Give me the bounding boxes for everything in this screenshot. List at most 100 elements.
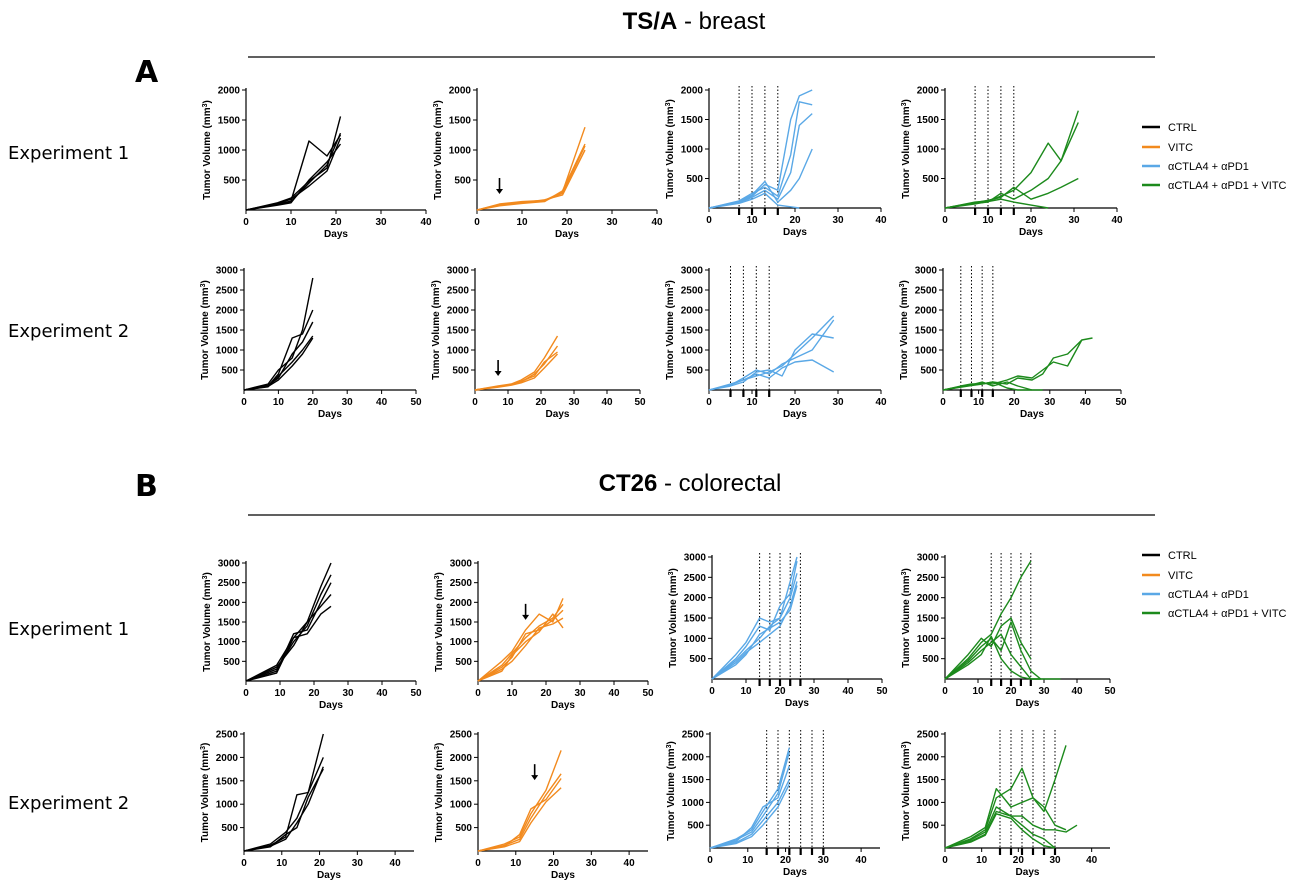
x-tick-label: 10: [976, 855, 988, 866]
y-axis-title: Tumor Volume (mm3): [901, 568, 913, 668]
x-tick-label: 0: [241, 858, 247, 869]
series-line-3: [243, 321, 314, 391]
y-tick-label: 2500: [216, 286, 239, 297]
x-tick-label: 40: [420, 217, 432, 228]
x-axis-title: Days: [1020, 409, 1044, 420]
x-tick-label: 0: [942, 215, 948, 226]
series-line-2: [709, 752, 790, 849]
series-line-3: [708, 333, 834, 391]
x-tick-label: 30: [818, 855, 830, 866]
y-tick-label: 1000: [917, 798, 940, 809]
series-line-3: [944, 806, 1078, 849]
x-tick-label: 10: [273, 397, 285, 408]
x-tick-label: 30: [1038, 686, 1050, 697]
x-tick-label: 10: [285, 217, 297, 228]
y-axis-title-close: ): [434, 572, 445, 575]
series-line-4: [243, 768, 324, 852]
x-tick-label: 40: [601, 397, 613, 408]
series-line-3: [708, 113, 813, 209]
y-tick-label: 1000: [450, 637, 473, 648]
y-tick-label: 500: [221, 366, 238, 377]
x-tick-label: 10: [742, 855, 754, 866]
y-axis-title-close: ): [431, 280, 442, 283]
x-tick-label: 30: [832, 215, 844, 226]
series-line-5: [709, 783, 790, 849]
y-tick-label: 2000: [218, 598, 241, 609]
chart-a-3-actla4-apd1: 500 1000 1500 2000 2500 3000 0 10 20 30 40 Days Tumo…: [665, 266, 887, 421]
y-tick-label: 1500: [450, 776, 473, 787]
y-tick-label: 1000: [218, 637, 241, 648]
series-line-4: [711, 581, 798, 680]
series-line-1: [708, 315, 835, 391]
x-tick-label: 30: [1068, 215, 1080, 226]
y-tick-label: 2500: [915, 286, 938, 297]
x-tick-label: 20: [561, 217, 573, 228]
y-tick-label: 3000: [218, 559, 241, 570]
section-title-b-bold: CT26: [599, 470, 658, 497]
x-tick-label: 50: [634, 397, 646, 408]
y-axis-title: Tumor Volume (mm3): [434, 743, 446, 843]
x-tick-label: 30: [832, 397, 844, 408]
y-axis-title: Tumor Volume (mm3): [202, 100, 214, 200]
y-tick-label: 2000: [450, 753, 473, 764]
y-axis-title-superscript: 3: [200, 746, 207, 750]
y-tick-label: 500: [454, 176, 471, 187]
y-tick-label: 1000: [915, 346, 938, 357]
y-tick-label: 2500: [218, 578, 241, 589]
x-tick-label: 40: [390, 858, 402, 869]
y-axis-title-superscript: 3: [433, 103, 440, 107]
y-axis-title: Tumor Volume (mm3): [434, 572, 446, 672]
y-axis-title-close: ): [434, 743, 445, 746]
series-line-4: [944, 633, 1041, 680]
x-tick-label: 40: [875, 397, 887, 408]
x-tick-label: 0: [475, 688, 481, 699]
y-axis-title-close: ): [202, 100, 213, 103]
series-line-1: [944, 110, 1079, 209]
y-axis-title: Tumor Volume (mm3): [665, 99, 677, 199]
x-tick-label: 40: [624, 858, 636, 869]
x-tick-label: 10: [276, 858, 288, 869]
series-line-3: [476, 149, 586, 211]
series-line-5: [245, 605, 332, 682]
y-tick-label: 2000: [447, 306, 470, 317]
y-axis-title-close: ): [665, 99, 676, 102]
y-axis-title-close: ): [200, 743, 211, 746]
series-line-3: [245, 582, 332, 682]
x-axis-title: Days: [1016, 867, 1040, 878]
y-tick-label: 2000: [681, 306, 704, 317]
series-line-1: [708, 89, 813, 209]
y-tick-label: 2500: [917, 730, 940, 741]
series-line-4: [708, 359, 835, 391]
x-tick-label: 50: [642, 688, 654, 699]
x-tick-label: 30: [342, 397, 354, 408]
y-tick-label: 1500: [216, 326, 239, 337]
y-axis-title: Tumor Volume (mm3): [431, 280, 443, 380]
series-line-5: [708, 192, 800, 209]
series-line-1: [476, 126, 586, 211]
x-tick-label: 0: [474, 217, 480, 228]
series-line-1: [245, 562, 332, 682]
y-tick-label: 1500: [218, 116, 241, 127]
x-tick-label: 0: [709, 686, 715, 697]
y-axis-title: Tumor Volume (mm3): [202, 572, 214, 672]
series-line-3: [942, 381, 1043, 391]
y-tick-label: 2000: [917, 752, 940, 763]
x-tick-label: 30: [568, 397, 580, 408]
series-line-5: [245, 132, 342, 211]
y-axis-title-close: ): [899, 280, 910, 283]
y-tick-label: 3000: [216, 266, 239, 277]
series-line-4: [477, 617, 564, 682]
x-axis-title: Days: [318, 409, 342, 420]
y-axis-title: Tumor Volume (mm3): [668, 568, 680, 668]
y-axis-title-close: ): [666, 741, 677, 744]
y-tick-label: 1000: [684, 634, 707, 645]
y-tick-label: 1000: [450, 800, 473, 811]
y-tick-label: 1500: [682, 775, 705, 786]
y-axis-title: Tumor Volume (mm3): [433, 100, 445, 200]
x-tick-label: 20: [330, 217, 342, 228]
arrow-head: [531, 775, 539, 781]
y-axis-title: Tumor Volume (mm3): [901, 99, 913, 199]
x-tick-label: 0: [472, 397, 478, 408]
y-tick-label: 1500: [681, 326, 704, 337]
